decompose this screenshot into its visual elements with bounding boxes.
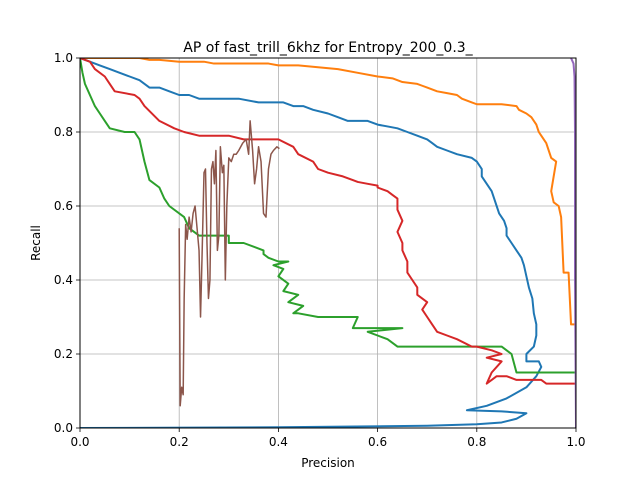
chart-title: AP of fast_trill_6khz for Entropy_200_0.…: [183, 40, 473, 56]
y-tick-label: 0.0: [54, 421, 73, 435]
series-lines: [80, 58, 576, 428]
y-tick-label: 0.8: [54, 125, 73, 139]
plot-frame: [79, 57, 577, 429]
x-tick-label: 0.0: [70, 435, 89, 449]
series-line-6: [570, 58, 576, 428]
series-line-1: [80, 58, 543, 428]
x-tick-label: 0.2: [170, 435, 189, 449]
y-axis-label: Recall: [29, 225, 43, 261]
x-axis-label: Precision: [301, 456, 355, 470]
axis-ticks: 0.0 0.2 0.4 0.6 0.8 1.0 0.0 0.2 0.4 0.6 0.8 1.0: [54, 51, 586, 449]
y-tick-label: 0.6: [54, 199, 73, 213]
series-line-4: [80, 58, 576, 385]
x-tick-label: 0.4: [269, 435, 288, 449]
y-tick-label: 0.2: [54, 347, 73, 361]
series-line-2: [80, 58, 576, 326]
y-tick-label: 0.4: [54, 273, 73, 287]
x-tick-label: 1.0: [566, 435, 585, 449]
series-line-5: [178, 120, 280, 407]
x-tick-label: 0.6: [368, 435, 387, 449]
y-tick-label: 1.0: [54, 51, 73, 65]
series-line-3: [80, 58, 576, 374]
x-tick-label: 0.8: [467, 435, 486, 449]
